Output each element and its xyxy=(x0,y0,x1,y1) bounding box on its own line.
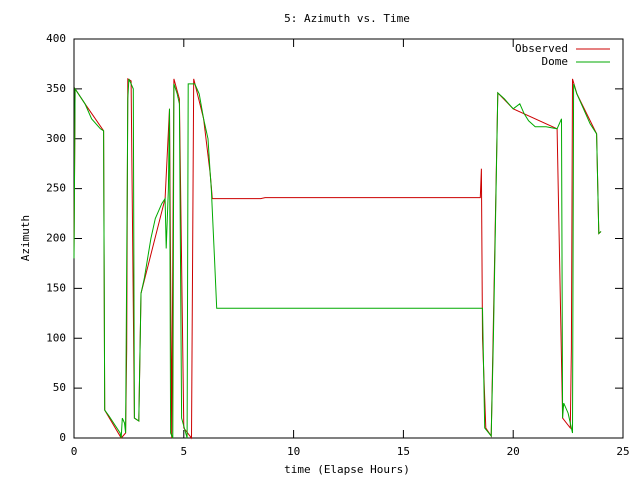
x-tick-label: 25 xyxy=(616,445,629,458)
y-axis-label: Azimuth xyxy=(19,215,32,261)
y-tick-label: 150 xyxy=(46,281,66,294)
y-tick-label: 300 xyxy=(46,132,66,145)
plot-frame xyxy=(73,38,624,439)
x-axis-label: time (Elapse Hours) xyxy=(284,463,410,476)
series-line xyxy=(73,78,602,440)
y-tick-label: 50 xyxy=(53,381,66,394)
x-tick-label: 20 xyxy=(507,445,520,458)
x-tick-label: 5 xyxy=(180,445,187,458)
y-tick-label: 250 xyxy=(46,182,66,195)
legend-label: Observed xyxy=(515,42,568,55)
x-tick-label: 0 xyxy=(71,445,78,458)
y-tick-label: 100 xyxy=(46,331,66,344)
legend-label: Dome xyxy=(542,55,569,68)
y-tick-label: 400 xyxy=(46,32,66,45)
series-line xyxy=(73,78,602,439)
chart-title: 5: Azimuth vs. Time xyxy=(284,12,410,25)
x-tick-label: 10 xyxy=(287,445,300,458)
y-tick-label: 350 xyxy=(46,82,66,95)
x-tick-label: 15 xyxy=(397,445,410,458)
y-tick-label: 0 xyxy=(59,431,66,444)
y-tick-label: 200 xyxy=(46,232,66,245)
